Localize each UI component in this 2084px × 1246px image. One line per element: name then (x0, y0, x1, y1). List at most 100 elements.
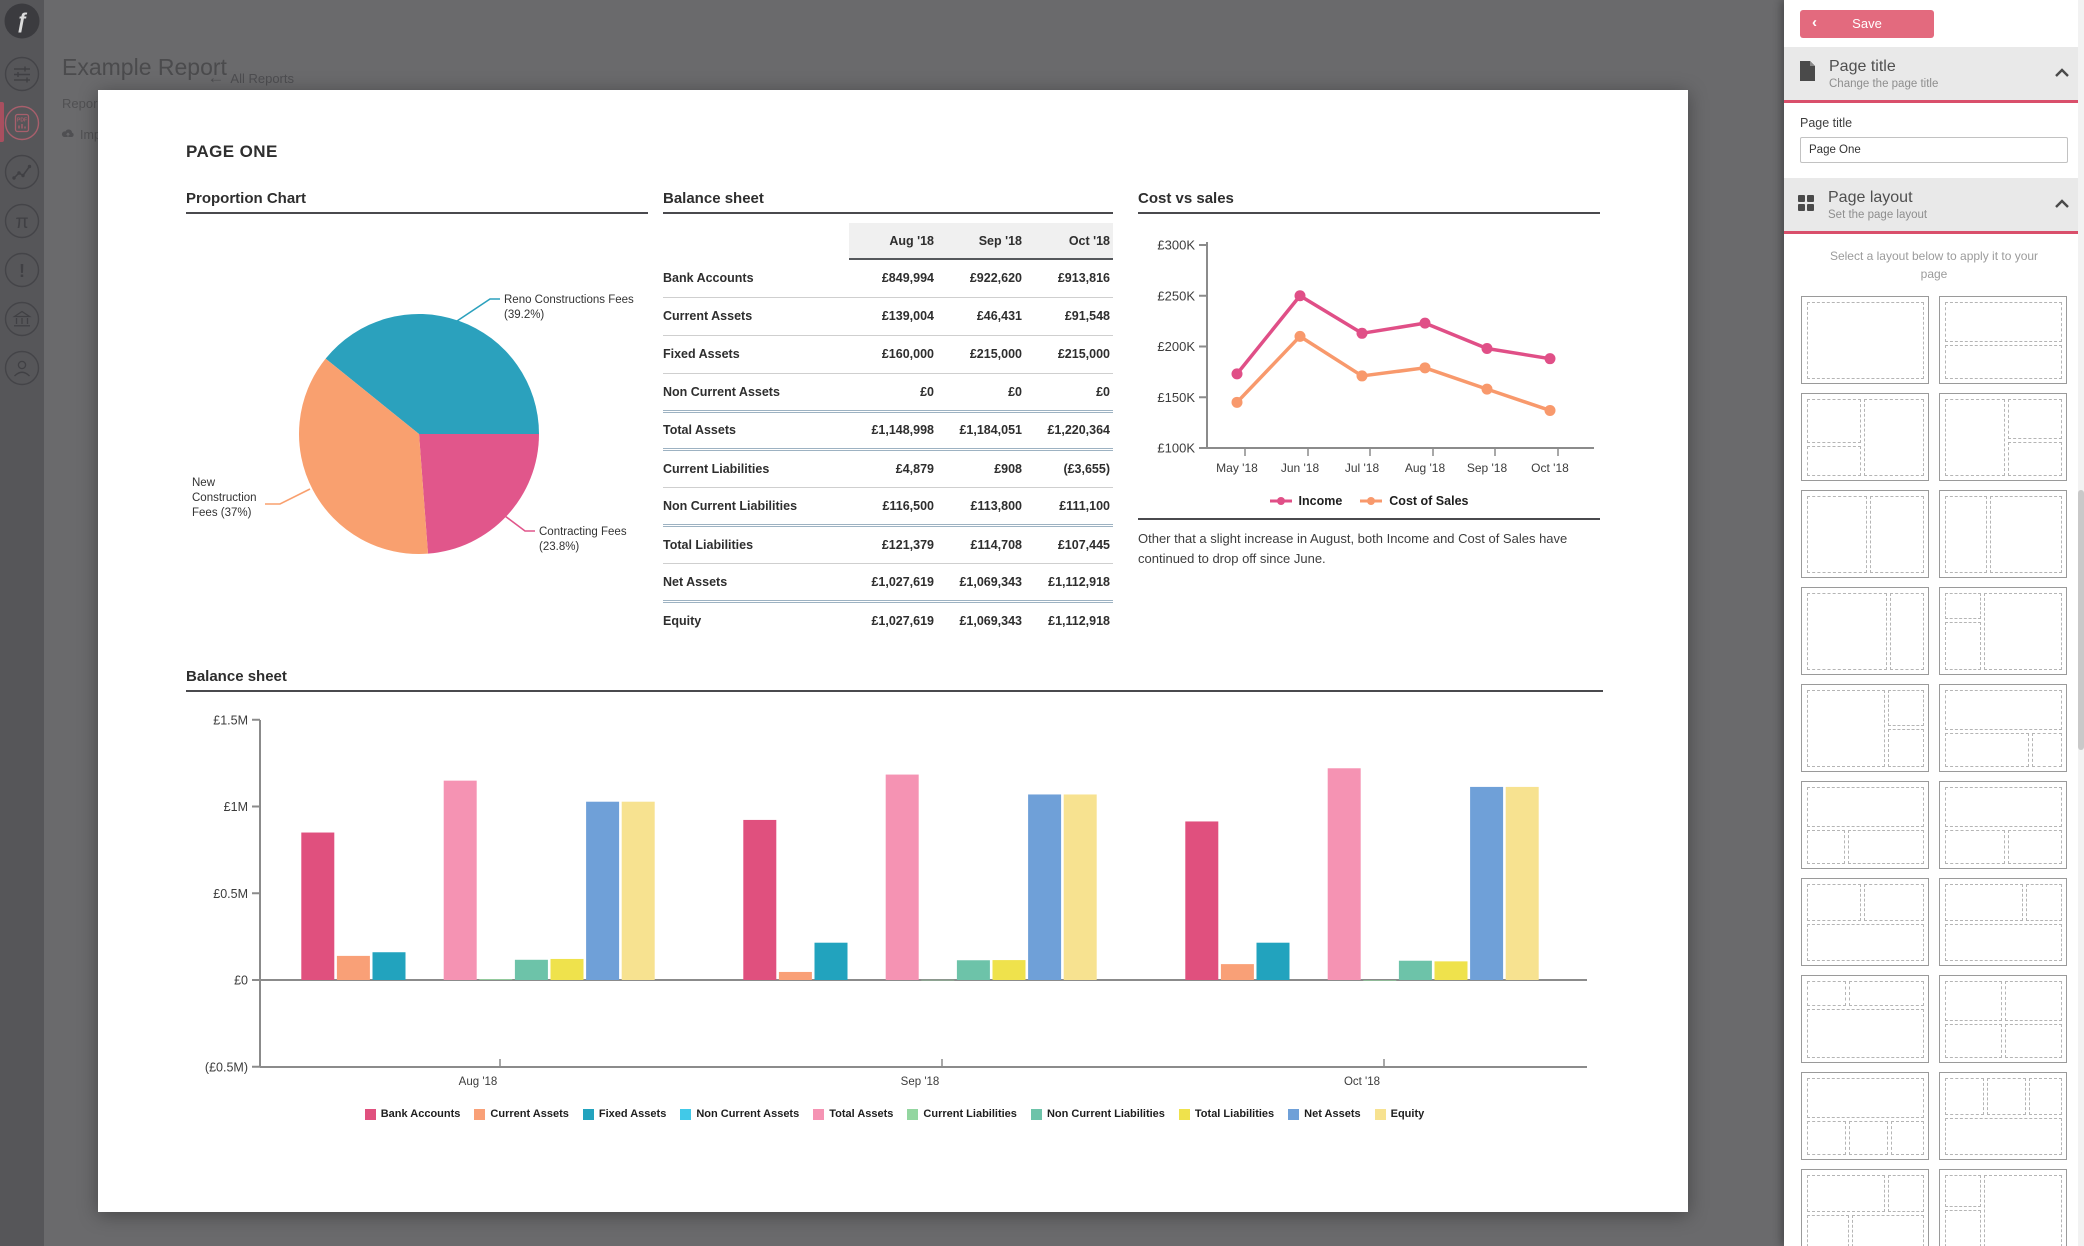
active-item-indicator (0, 102, 4, 142)
column-header: Oct '18 (1025, 223, 1113, 260)
cell-value: £1,027,619 (849, 563, 937, 603)
sidebar-item-trends[interactable] (4, 154, 40, 190)
cell-value: £160,000 (849, 335, 937, 374)
svg-text:£1M: £1M (224, 800, 248, 814)
scrollbar-track[interactable] (2078, 0, 2084, 1246)
svg-text:π: π (15, 212, 28, 233)
legend-item: Equity (1374, 1108, 1424, 1120)
save-row: ‹ Save (1784, 0, 2084, 47)
table-row: Total Liabilities £121,379 £114,708 £107,44… (663, 525, 1113, 564)
panel-section-page-title[interactable]: Page title Change the page title (1784, 47, 2084, 103)
layout-thumbnail[interactable] (1939, 296, 2067, 384)
layout-thumbnail[interactable] (1801, 1169, 1929, 1246)
svg-text:Jul '18: Jul '18 (1345, 461, 1380, 475)
scrollbar-thumb[interactable] (2078, 490, 2084, 750)
legend-item: Fixed Assets (582, 1108, 666, 1120)
cell-value: £114,708 (937, 525, 1025, 564)
page-title-form: Page title (1784, 103, 2084, 178)
layout-thumbnail[interactable] (1801, 587, 1929, 675)
layout-thumbnail[interactable] (1801, 1072, 1929, 1160)
dimmed-app-header: Example Report Repor Imp (44, 0, 1784, 142)
section-title-balance-sheet-chart: Balance sheet (186, 668, 1603, 692)
layout-thumbnail[interactable] (1939, 393, 2067, 481)
layout-thumbnail[interactable] (1801, 878, 1929, 966)
sidebar-item-report[interactable]: PDF (4, 105, 40, 141)
page-title: PAGE ONE (186, 142, 278, 161)
svg-text:Reno Constructions Fees(39.2%): Reno Constructions Fees (39.2%) (504, 294, 634, 321)
save-button[interactable]: ‹ Save (1800, 9, 1934, 38)
sidebar-item-profile[interactable] (4, 350, 40, 386)
cell-value: £91,548 (1025, 297, 1113, 336)
cell-value: £0 (849, 373, 937, 413)
sidebar-item-alerts[interactable]: ! (4, 252, 40, 288)
svg-text:£100K: £100K (1157, 441, 1195, 456)
page-title-input[interactable] (1800, 137, 2068, 163)
panel-section-title: Page layout (1828, 188, 1913, 206)
panel-section-subtitle: Change the page title (1829, 77, 1939, 90)
layout-thumbnail[interactable] (1801, 393, 1929, 481)
layout-thumbnail[interactable] (1939, 1072, 2067, 1160)
svg-text:Aug '18: Aug '18 (1405, 461, 1446, 475)
report-title: Example Report (62, 54, 227, 80)
table-header-row: Aug '18 Sep '18 Oct '18 (663, 223, 1113, 260)
legend-item: Bank Accounts (364, 1108, 460, 1120)
row-label: Non Current Assets (663, 373, 849, 413)
layout-thumbnail[interactable] (1939, 1169, 2067, 1246)
layout-thumbnail[interactable] (1939, 975, 2067, 1063)
panel-section-page-layout[interactable]: Page layout Set the page layout (1784, 178, 2084, 234)
section-title-balance-sheet: Balance sheet (663, 190, 1113, 214)
legend-item: Non Current Assets (680, 1108, 799, 1120)
sidebar-item-bank[interactable] (4, 301, 40, 337)
table-row: Non Current Liabilities £116,500 £113,800 £… (663, 487, 1113, 527)
row-label: Total Liabilities (663, 525, 849, 564)
layout-hint-text: Select a layout below to apply it to you… (1829, 249, 2039, 281)
cell-value: £121,379 (849, 525, 937, 564)
layout-thumbnail[interactable] (1801, 781, 1929, 869)
layout-thumbnail[interactable] (1801, 684, 1929, 772)
layout-thumbnail[interactable] (1801, 490, 1929, 578)
svg-text:£150K: £150K (1157, 390, 1195, 405)
proportion-chart-section: Proportion Chart Reno Constructions Fees… (186, 190, 648, 619)
cell-value: £111,100 (1025, 487, 1113, 527)
collapse-chevron-icon (2054, 65, 2070, 83)
cell-value: £46,431 (937, 297, 1025, 336)
layout-thumbnail[interactable] (1939, 781, 2067, 869)
sidebar-item-filters[interactable] (4, 56, 40, 92)
cell-value: £1,069,343 (959, 613, 1022, 628)
person-icon (4, 350, 40, 386)
section-title-cost-vs-sales: Cost vs sales (1138, 190, 1600, 214)
sidebar-item-formulas[interactable]: π (4, 203, 40, 239)
svg-text:£0.5M: £0.5M (213, 887, 248, 901)
column-header: Sep '18 (937, 223, 1025, 260)
back-arrow-icon: ← (207, 68, 225, 87)
grid-icon (1798, 194, 1815, 216)
app-logo[interactable]: ƒ (4, 3, 40, 39)
cell-value: (£3,655) (1025, 449, 1113, 488)
layout-gallery (1784, 296, 2084, 1246)
layout-thumbnail[interactable] (1939, 490, 2067, 578)
report-page-canvas: PAGE ONE Proportion Chart Reno Construct… (98, 90, 1688, 1212)
layout-thumbnail[interactable] (1801, 975, 1929, 1063)
all-reports-link[interactable]: ← All Reports (207, 68, 294, 87)
cell-value: £113,800 (937, 487, 1025, 527)
section-title-proportion-chart: Proportion Chart (186, 190, 648, 214)
table-row: Current Liabilities £4,879 £908 (£3,655) (663, 449, 1113, 488)
svg-text:£200K: £200K (1157, 339, 1195, 354)
layout-thumbnail[interactable] (1939, 878, 2067, 966)
cell-value: £1,112,918 (1048, 613, 1110, 628)
section-divider (1138, 518, 1600, 520)
row-label: Non Current Liabilities (663, 487, 849, 527)
svg-text:£0: £0 (234, 974, 248, 988)
exclamation-icon: ! (4, 252, 40, 288)
page-icon (1798, 61, 1816, 86)
balance-sheet-table: Aug '18 Sep '18 Oct '18 Bank Accounts £849,9… (663, 223, 1113, 639)
legend-item: Total Liabilities (1178, 1108, 1274, 1120)
layout-thumbnail[interactable] (1801, 296, 1929, 384)
layout-thumbnail[interactable] (1939, 587, 2067, 675)
import-status: Imp (61, 128, 101, 142)
row-label: Equity (663, 613, 702, 628)
svg-text:Aug '18: Aug '18 (459, 1076, 498, 1088)
pi-icon: π (4, 203, 40, 239)
svg-text:ƒ: ƒ (16, 10, 28, 33)
layout-thumbnail[interactable] (1939, 684, 2067, 772)
